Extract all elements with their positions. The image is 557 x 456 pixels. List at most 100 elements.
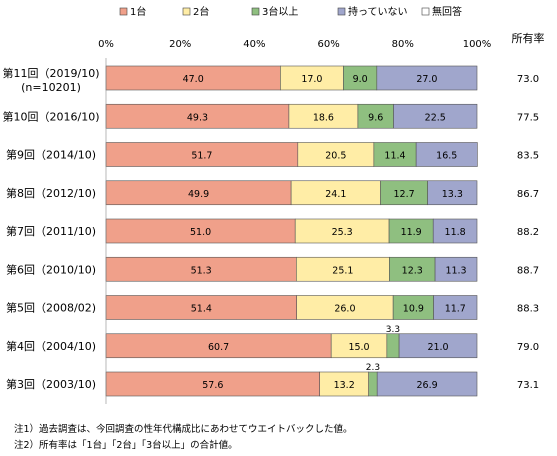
- legend-label: 無回答: [432, 5, 462, 18]
- bar-segment: [105, 295, 297, 320]
- bar-segment: [296, 256, 390, 282]
- data-label: 9.6: [368, 112, 383, 123]
- legend-label: 3台以上: [262, 5, 298, 18]
- data-label: 13.2: [334, 380, 355, 391]
- category-label: 第4回（2004/10): [6, 339, 96, 353]
- ownership-rate: 86.7: [517, 189, 539, 200]
- bar-segment: [105, 65, 281, 91]
- data-label: 11.8: [445, 227, 466, 238]
- data-label: 10.9: [403, 304, 424, 315]
- legend-swatch: [251, 7, 260, 16]
- bar-segment: [393, 103, 478, 129]
- legend-swatch: [119, 7, 128, 16]
- bar-segment: [105, 256, 297, 282]
- data-label: 25.3: [332, 227, 353, 238]
- ownership-rate: 73.1: [517, 380, 539, 391]
- ownership-rate: 88.2: [517, 227, 539, 238]
- x-tick-label: 0%: [98, 39, 114, 50]
- category-label: 第10回（2016/10): [3, 109, 100, 123]
- x-tick-label: 60%: [317, 39, 339, 50]
- x-tick-label: 100%: [463, 39, 492, 50]
- legend-swatch: [337, 7, 346, 16]
- legend-label: 持っていない: [348, 5, 408, 18]
- bar-segment: [368, 371, 378, 397]
- data-label: 49.9: [188, 189, 209, 200]
- bar-segment: [433, 295, 478, 320]
- data-label: 26.9: [417, 380, 438, 391]
- data-label: 57.6: [202, 380, 223, 391]
- bar-segment: [297, 142, 375, 167]
- data-label: 15.0: [348, 342, 369, 353]
- data-label: 51.7: [191, 151, 212, 162]
- data-label: 51.0: [190, 227, 211, 238]
- data-label: 51.3: [191, 265, 212, 276]
- bar-segment: [386, 333, 400, 359]
- category-label: 第3回（2003/10): [6, 377, 96, 391]
- category-label: 第5回（2008/02): [6, 301, 96, 315]
- data-label: 12.7: [394, 189, 415, 200]
- data-label: 17.0: [301, 74, 322, 85]
- legend-label: 2台: [193, 5, 209, 18]
- ownership-rate: 88.3: [517, 304, 539, 315]
- data-label: 49.3: [187, 112, 208, 123]
- data-label: 11.3: [445, 265, 466, 276]
- data-label: 21.0: [427, 342, 448, 353]
- bar-segment: [398, 333, 478, 359]
- category-label: 第8回（2012/10): [6, 186, 96, 200]
- data-label: 13.3: [442, 189, 463, 200]
- data-label: 11.9: [401, 227, 422, 238]
- ownership-header: 所有率: [512, 31, 545, 45]
- bar-segment: [343, 65, 378, 91]
- footnote-1: 注1）過去調査は、今回調査の性年代構成比にあわせてウエイトバックした値。: [14, 424, 353, 435]
- bar-segment: [376, 371, 478, 397]
- legend-swatch: [182, 7, 191, 16]
- x-tick-label: 20%: [169, 39, 191, 50]
- legend-swatch: [421, 7, 430, 16]
- data-label: 9.0: [353, 74, 368, 85]
- category-label: 第9回（2014/10): [6, 148, 96, 162]
- bar-segment: [432, 218, 478, 244]
- data-label: 22.5: [425, 112, 446, 123]
- data-label: 47.0: [183, 74, 204, 85]
- bar-segment: [290, 180, 381, 206]
- data-label: 27.0: [416, 74, 437, 85]
- data-label: 16.5: [436, 151, 457, 162]
- data-label: 3.3: [386, 325, 400, 335]
- bar-segment: [288, 103, 359, 129]
- ownership-rate: 73.0: [517, 74, 539, 85]
- footnote-2: 注2）所有率は「1台」「2台」「3台以上」の合計値。: [14, 440, 238, 451]
- data-label: 20.5: [325, 151, 346, 162]
- bar-segment: [376, 65, 478, 91]
- bar-segment: [434, 256, 478, 282]
- ownership-rate: 83.5: [517, 151, 539, 162]
- ownership-rate: 88.7: [517, 265, 539, 276]
- category-label: 第7回（2011/10): [6, 224, 96, 238]
- x-tick-label: 80%: [392, 39, 414, 50]
- category-label: (n=10201): [21, 81, 81, 94]
- bar-segment: [357, 103, 394, 129]
- bar-segment: [427, 180, 478, 206]
- data-label: 60.7: [208, 342, 229, 353]
- data-label: 2.3: [366, 363, 380, 373]
- data-label: 18.6: [313, 112, 334, 123]
- bar-segment: [280, 65, 344, 91]
- ownership-rate: 77.5: [517, 112, 539, 123]
- bar-segment: [392, 295, 434, 320]
- bar-segment: [415, 142, 478, 167]
- bar-segment: [388, 218, 434, 244]
- ownership-rate: 79.0: [517, 342, 539, 353]
- bar-segment: [105, 103, 290, 129]
- data-label: 11.4: [384, 151, 405, 162]
- category-label: 第6回（2010/10): [6, 262, 96, 276]
- category-label: 第11回（2019/10): [3, 66, 100, 80]
- bar-segment: [105, 333, 332, 359]
- bar-segment: [105, 180, 292, 206]
- data-label: 12.3: [402, 265, 423, 276]
- bar-segment: [294, 218, 390, 244]
- legend-label: 1台: [130, 5, 146, 18]
- bar-segment: [389, 256, 436, 282]
- data-label: 11.7: [445, 304, 466, 315]
- data-label: 26.0: [334, 304, 355, 315]
- data-label: 25.1: [332, 265, 353, 276]
